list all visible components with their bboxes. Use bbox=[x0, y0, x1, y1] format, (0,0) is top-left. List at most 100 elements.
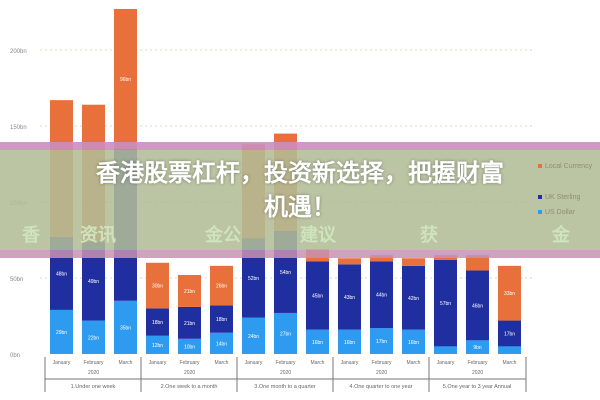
data-label: 35bn bbox=[120, 325, 131, 331]
data-label: 26bn bbox=[216, 284, 227, 290]
data-label: 16bn bbox=[344, 340, 355, 346]
data-label: 24bn bbox=[248, 334, 259, 340]
data-label: 16bn bbox=[312, 340, 323, 346]
bar-segment bbox=[466, 270, 489, 341]
bar-segment bbox=[146, 335, 169, 354]
data-label: 30bn bbox=[152, 284, 163, 290]
bar-segment bbox=[466, 255, 489, 271]
bar-segment bbox=[498, 320, 521, 347]
data-label: 27bn bbox=[280, 331, 291, 337]
ghost-text: 金公 bbox=[205, 225, 241, 246]
x-tick-label: March bbox=[503, 360, 517, 366]
headline-line-1: 香港股票杠杆，投资新选择，把握财富 bbox=[96, 159, 504, 187]
bar-segment bbox=[146, 308, 169, 336]
bar-segment bbox=[178, 306, 201, 339]
x-tick-label: 2020 bbox=[472, 370, 483, 376]
bar-segment bbox=[338, 329, 361, 354]
ghost-text: 金 bbox=[552, 225, 570, 246]
bar-segment bbox=[82, 241, 105, 321]
y-tick-label: 0bn bbox=[10, 353, 20, 359]
bar-segment bbox=[178, 274, 201, 307]
bar-segment bbox=[370, 328, 393, 354]
x-tick-label: 2020 bbox=[280, 370, 291, 376]
x-tick-label: February bbox=[371, 360, 392, 366]
bar-segment bbox=[210, 332, 233, 354]
data-label: 18bn bbox=[216, 317, 227, 323]
data-label: 33bn bbox=[504, 291, 515, 297]
data-label: 12bn bbox=[152, 343, 163, 349]
legend-label: UK Sterling bbox=[545, 194, 581, 201]
bar-segment bbox=[210, 305, 233, 333]
bar-segment bbox=[178, 338, 201, 354]
x-tick-label: January bbox=[437, 360, 455, 366]
data-label: 57bn bbox=[440, 301, 451, 307]
data-label: 16bn bbox=[408, 340, 419, 346]
bar-segment bbox=[402, 258, 425, 266]
banner-overlay bbox=[0, 150, 600, 250]
data-label: 14bn bbox=[216, 341, 227, 347]
data-label: 43bn bbox=[344, 295, 355, 301]
x-tick-label: January bbox=[53, 360, 71, 366]
legend-swatch bbox=[538, 195, 542, 200]
legend-label: Local Currency bbox=[545, 163, 593, 170]
legend-swatch bbox=[538, 210, 542, 215]
bar-segment bbox=[114, 8, 137, 149]
group-label: 5.One year to 3 year Annual bbox=[443, 384, 512, 390]
data-label: 48bn bbox=[56, 271, 67, 277]
bar-segment bbox=[82, 320, 105, 354]
ghost-text: 资讯 bbox=[80, 225, 116, 246]
x-tick-label: March bbox=[311, 360, 325, 366]
legend-item: US Dollar bbox=[538, 208, 575, 217]
data-label: 42bn bbox=[408, 296, 419, 302]
ghost-text: 建议 bbox=[300, 225, 336, 246]
legend-label: US Dollar bbox=[545, 209, 575, 216]
bar-segment bbox=[210, 265, 233, 306]
bar-segment bbox=[306, 261, 329, 330]
bar-segment bbox=[114, 300, 137, 354]
legend-item: Local Currency bbox=[538, 162, 592, 171]
banner-bottom-stripe bbox=[0, 250, 600, 258]
legend-item: UK Sterling bbox=[538, 193, 580, 202]
bar-segment bbox=[370, 261, 393, 329]
data-label: 9bn bbox=[473, 345, 482, 351]
data-label: 18bn bbox=[152, 320, 163, 326]
bar-segment bbox=[274, 312, 297, 354]
bar-segment bbox=[402, 329, 425, 354]
x-tick-label: March bbox=[215, 360, 229, 366]
data-label: 29bn bbox=[56, 330, 67, 336]
x-tick-label: January bbox=[149, 360, 167, 366]
data-label: 49bn bbox=[88, 279, 99, 285]
x-tick-label: 2020 bbox=[184, 370, 195, 376]
group-label: 1.Under one week bbox=[71, 384, 116, 390]
data-label: 54bn bbox=[280, 270, 291, 276]
x-tick-label: March bbox=[119, 360, 133, 366]
y-tick-label: 150bn bbox=[10, 125, 27, 131]
data-label: 44bn bbox=[376, 293, 387, 299]
bar-segment bbox=[434, 346, 457, 354]
bar-segment bbox=[338, 258, 361, 265]
bar-segment bbox=[242, 317, 265, 354]
x-tick-label: 2020 bbox=[88, 370, 99, 376]
group-label: 3.One month to a quarter bbox=[254, 384, 316, 390]
ghost-text: 获 bbox=[420, 225, 438, 246]
data-label: 52bn bbox=[248, 276, 259, 282]
x-tick-label: January bbox=[245, 360, 263, 366]
group-label: 4.One quarter to one year bbox=[350, 384, 413, 390]
bar-segment bbox=[498, 346, 521, 354]
x-tick-label: February bbox=[179, 360, 200, 366]
x-tick-label: March bbox=[407, 360, 421, 366]
legend-swatch bbox=[538, 164, 542, 169]
data-label: 96bn bbox=[120, 77, 131, 83]
data-label: 17bn bbox=[504, 331, 515, 337]
x-tick-label: February bbox=[467, 360, 488, 366]
bar-segment bbox=[466, 340, 489, 354]
data-label: 21bn bbox=[184, 321, 195, 327]
bar-segment bbox=[306, 329, 329, 354]
bar-segment bbox=[498, 265, 521, 321]
x-tick-label: January bbox=[341, 360, 359, 366]
bar-segment bbox=[242, 238, 265, 318]
bar-segment bbox=[370, 255, 393, 262]
bar-segment bbox=[146, 262, 169, 309]
banner-top-stripe bbox=[0, 142, 600, 150]
